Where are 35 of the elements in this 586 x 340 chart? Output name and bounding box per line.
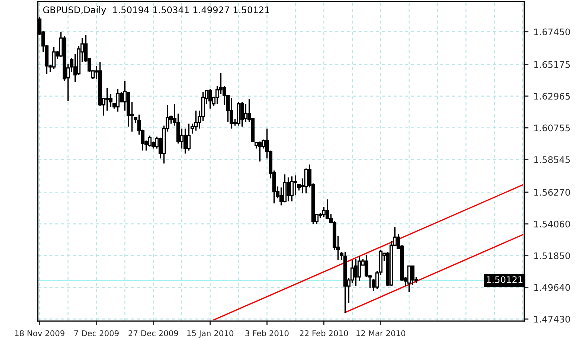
candlestick [184,128,188,154]
y-tick-label: 1.56270 [534,189,570,196]
candlestick [230,97,234,130]
y-tick-label: 1.67450 [534,28,570,36]
candlestick [52,46,56,70]
candlestick [187,123,191,152]
candlestick [208,88,212,110]
y-tick-label: 1.49640 [534,284,570,292]
candlestick [411,266,415,286]
candlestick [237,101,241,126]
candlestick [290,176,294,202]
candlestick [322,206,326,218]
candlestick [326,198,330,220]
candlestick [354,258,358,287]
candlestick [304,168,308,194]
y-tick-label: 1.47430 [534,316,570,323]
candlestick [240,101,244,128]
candlestick [294,175,298,196]
candlestick [148,135,152,148]
ref-line-label: 1.50121 [487,276,523,284]
candlestick [106,87,110,112]
candlestick [286,177,290,202]
y-tick-label: 1.62965 [534,93,570,100]
y-tick-label: 1.58545 [534,156,570,164]
candlestick [283,174,287,204]
y-tick-label: 1.54060 [534,220,570,228]
text: GBPUSD,Daily 1.50194 1.50341 1.49927 1.50121 [43,6,270,16]
candlestick [116,88,120,113]
candlestick [244,103,248,123]
candlestick [258,141,262,162]
candlestick [194,110,198,132]
y-tick-label: 1.60755 [534,124,570,132]
candlestick [408,266,412,293]
y-tick-label: 1.65175 [534,61,570,68]
y-tick-label: 1.51850 [534,252,570,260]
